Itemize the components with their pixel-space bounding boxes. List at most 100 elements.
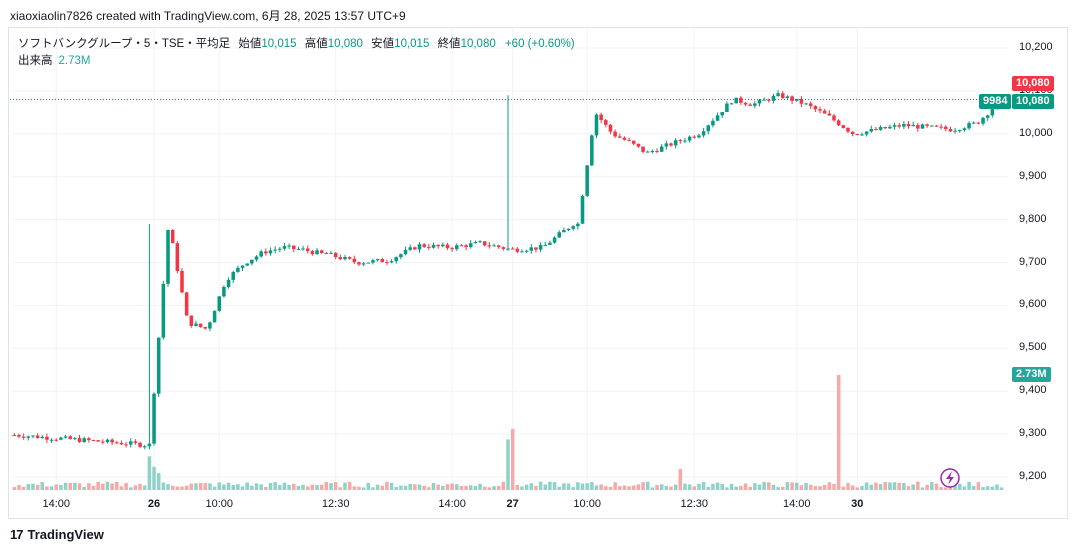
volume-bar <box>687 484 692 490</box>
volume-bar <box>934 483 939 490</box>
volume-bar <box>971 486 976 490</box>
candle-body <box>101 441 105 443</box>
candle-body <box>673 140 678 146</box>
candle-body <box>883 126 888 129</box>
candle-body <box>291 245 296 249</box>
volume-bar <box>333 481 338 490</box>
volume-bar <box>371 487 375 490</box>
candle-body <box>571 226 575 229</box>
candle-body <box>753 103 757 106</box>
candle-body <box>45 436 49 440</box>
volume-bar <box>864 482 869 490</box>
volume-bar <box>566 483 571 490</box>
volume-bar <box>77 483 82 490</box>
candle-body <box>63 436 68 438</box>
candle-body <box>459 245 464 247</box>
close-label: 終値 <box>437 38 461 50</box>
volume-bar <box>282 482 287 490</box>
candle-body <box>911 125 915 127</box>
candle-body <box>953 130 957 132</box>
volume-bar <box>580 483 585 490</box>
volume-bar <box>701 481 706 490</box>
volume-bar <box>874 482 878 490</box>
candle-body <box>161 283 166 338</box>
volume-bar <box>54 484 59 490</box>
candle-body <box>631 140 636 144</box>
footer-brand[interactable]: 17 TradingView <box>10 527 104 542</box>
candle-body <box>692 136 697 138</box>
candle-body <box>352 258 357 263</box>
candle-body <box>478 241 482 243</box>
candle-body <box>184 292 189 316</box>
candle-body <box>17 435 21 437</box>
candle-body <box>743 102 748 105</box>
candle-body <box>599 114 603 121</box>
volume-bar <box>645 481 650 490</box>
volume-bar <box>790 482 794 490</box>
volume-bar <box>604 486 608 490</box>
candles <box>12 90 1004 450</box>
volume-bar <box>352 486 357 490</box>
candle-body <box>91 440 96 442</box>
volume-bar <box>361 487 366 490</box>
volume-bar <box>408 483 412 490</box>
volume-bar <box>180 486 184 490</box>
volume-bar <box>743 483 748 490</box>
candle-body <box>31 435 35 437</box>
candle-body <box>338 257 343 260</box>
candle-body <box>715 115 720 121</box>
candle-body <box>934 125 939 127</box>
volume-bar <box>715 482 720 490</box>
candle-body <box>54 439 59 441</box>
candle-body <box>427 246 431 248</box>
candle-body <box>347 257 352 259</box>
candle-body <box>711 120 715 126</box>
volume-bar <box>925 484 929 490</box>
volume-bar <box>785 482 790 490</box>
volume-bar <box>422 485 426 490</box>
candle-body <box>105 439 110 443</box>
volume-bar <box>631 485 636 490</box>
candle-body <box>566 228 571 231</box>
candle-body <box>282 246 287 249</box>
candle-body <box>548 242 552 245</box>
high-label: 高値 <box>304 38 328 50</box>
volume-bar <box>208 483 212 490</box>
candle-body <box>492 245 496 247</box>
candle-body <box>664 143 669 147</box>
price-tick-label: 9,800 <box>1019 212 1047 225</box>
candle-body <box>357 262 361 265</box>
candle-body <box>319 250 324 254</box>
tradingview-logo-icon: 17 <box>10 527 24 542</box>
candle-body <box>133 441 138 443</box>
volume-bar <box>883 481 888 490</box>
volume-bar <box>478 483 482 490</box>
volume-bar <box>12 487 17 490</box>
volume-bar <box>920 487 925 490</box>
volume-bar <box>389 483 394 490</box>
candle-body <box>971 122 976 124</box>
candle-body <box>138 442 142 447</box>
candle-body <box>82 438 86 443</box>
volume-bar <box>552 482 557 490</box>
signal-icon[interactable] <box>940 468 960 488</box>
symbol-label[interactable]: ソフトバンクグループ・5・TSE・平均足 <box>18 38 231 50</box>
volume-bar <box>161 482 166 490</box>
volume-bar <box>576 482 580 490</box>
volume-bar <box>245 482 249 490</box>
volume-bar <box>711 483 715 490</box>
volume-bar <box>985 486 990 490</box>
volume-bar <box>310 484 315 490</box>
brand-name: TradingView <box>27 527 104 542</box>
candle-body <box>250 259 254 264</box>
candle-body <box>641 146 645 152</box>
volume-bar <box>59 485 63 490</box>
volume-bar <box>706 486 711 490</box>
candle-body <box>217 296 222 311</box>
volume-bar <box>301 484 305 490</box>
candle-body <box>417 244 422 250</box>
candle-body <box>208 322 212 329</box>
volume-bar <box>836 375 841 490</box>
candle-body <box>757 99 762 104</box>
